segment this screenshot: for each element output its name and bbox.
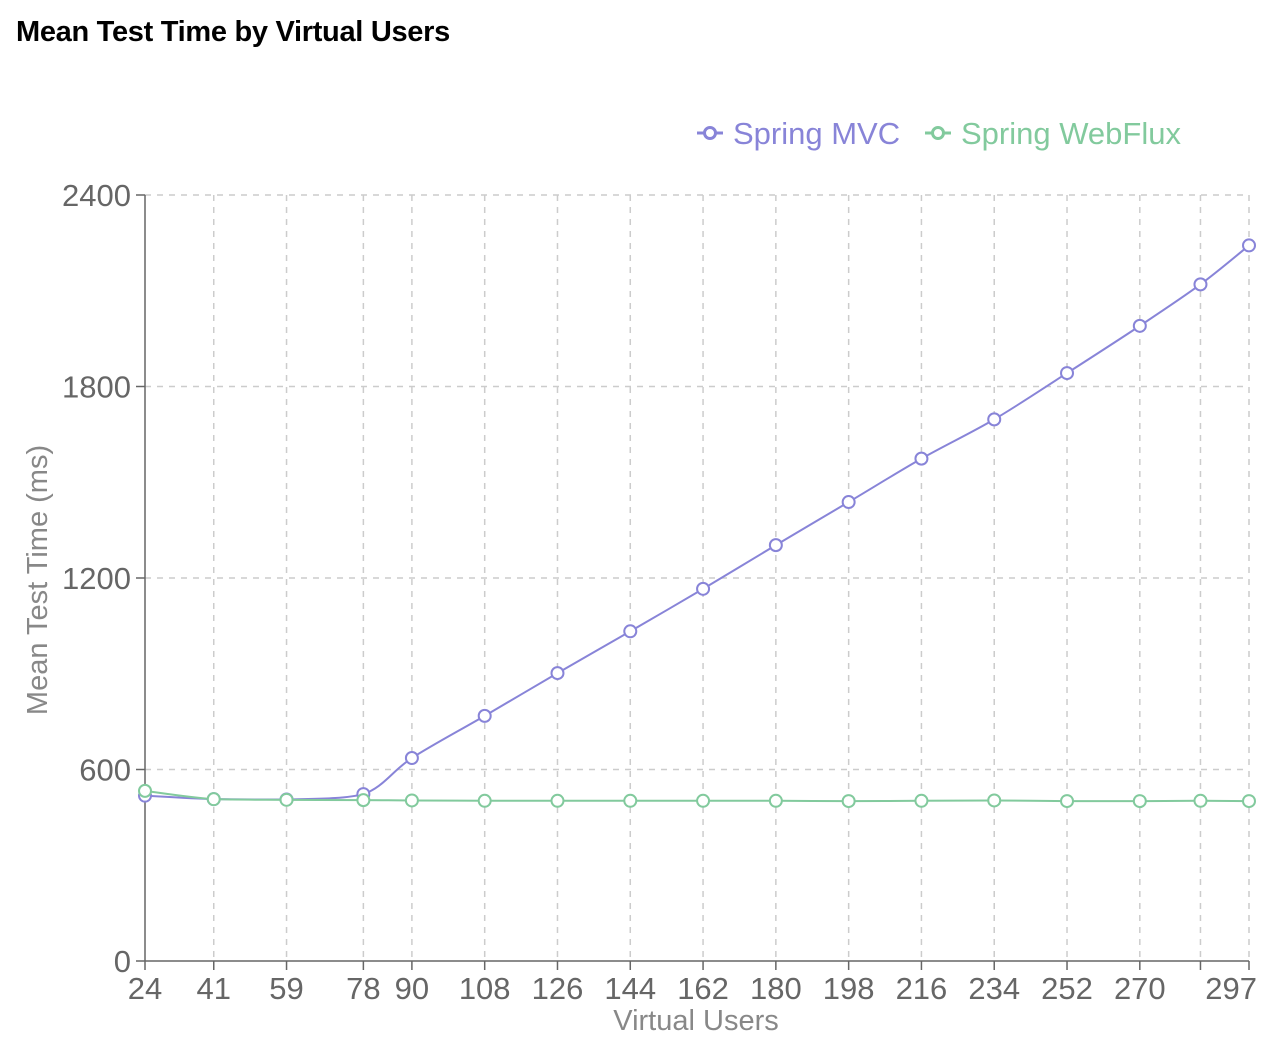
x-tick-label: 162	[677, 971, 729, 1006]
legend-dot-spring-mvc	[703, 126, 717, 140]
legend[interactable]: Spring MVC Spring WebFlux	[697, 116, 1181, 151]
x-tick-label: 24	[128, 971, 162, 1006]
data-point-spring-webflux	[1193, 793, 1208, 808]
data-point-spring-webflux	[914, 793, 929, 808]
data-point-spring-webflux	[206, 792, 221, 807]
data-point-spring-mvc	[841, 495, 856, 510]
data-point-spring-mvc	[1193, 277, 1208, 292]
x-tick-label: 59	[269, 971, 303, 1006]
x-tick-label: 270	[1114, 971, 1166, 1006]
data-point-spring-webflux	[550, 793, 565, 808]
data-point-spring-mvc	[914, 451, 929, 466]
y-tick-label: 1800	[62, 370, 131, 405]
data-point-spring-webflux	[768, 793, 783, 808]
x-tick-label: 234	[968, 971, 1020, 1006]
x-tick-label: 198	[823, 971, 875, 1006]
data-point-spring-mvc	[404, 751, 419, 766]
x-tick-label: 126	[532, 971, 584, 1006]
data-point-spring-webflux	[279, 792, 294, 807]
data-point-spring-mvc	[477, 708, 492, 723]
y-tick-label: 600	[79, 753, 131, 788]
data-point-spring-webflux	[696, 793, 711, 808]
x-tick-label: 180	[750, 971, 802, 1006]
data-point-spring-webflux	[138, 783, 152, 798]
data-point-spring-webflux	[477, 793, 492, 808]
legend-label-spring-mvc: Spring MVC	[733, 116, 900, 151]
data-point-spring-mvc	[987, 412, 1002, 427]
x-tick-label: 297	[1205, 971, 1257, 1006]
x-tick-label: 78	[346, 971, 380, 1006]
x-axis-title: Virtual Users	[613, 1005, 778, 1037]
x-tick-label: 41	[197, 971, 231, 1006]
series-lines	[138, 238, 1256, 809]
legend-item-spring-mvc[interactable]: Spring MVC	[697, 116, 900, 151]
y-tick-label: 0	[114, 944, 131, 979]
data-point-spring-webflux	[1132, 794, 1147, 809]
data-point-spring-webflux	[1060, 794, 1075, 809]
data-point-spring-mvc	[1060, 366, 1075, 381]
x-tick-label: 108	[459, 971, 511, 1006]
data-point-spring-mvc	[550, 666, 565, 681]
x-tick-label: 216	[896, 971, 948, 1006]
x-tick-label: 144	[604, 971, 656, 1006]
x-tick-label: 252	[1041, 971, 1093, 1006]
data-point-spring-webflux	[356, 793, 371, 808]
y-tick-label: 2400	[62, 178, 131, 213]
y-tick-label: 1200	[62, 561, 131, 596]
legend-label-spring-webflux: Spring WebFlux	[961, 116, 1181, 151]
legend-item-spring-webflux[interactable]: Spring WebFlux	[925, 116, 1181, 151]
y-axis-title: Mean Test Time (ms)	[22, 445, 54, 715]
data-point-spring-webflux	[623, 793, 638, 808]
data-point-spring-webflux	[404, 793, 419, 808]
data-point-spring-mvc	[696, 581, 711, 596]
data-point-spring-mvc	[1132, 318, 1147, 333]
axes: 0 600 1200 1800 2400 24 41 59 78 90 108 126 144 162 18…	[62, 178, 1257, 1006]
grid-lines	[145, 194, 1250, 961]
data-point-spring-webflux	[987, 793, 1002, 808]
data-point-spring-webflux	[841, 794, 856, 809]
data-point-spring-mvc	[768, 538, 783, 553]
x-tick-label: 90	[395, 971, 429, 1006]
data-point-spring-webflux	[1242, 794, 1256, 809]
data-point-spring-mvc	[623, 624, 638, 639]
series-line-spring-mvc	[144, 244, 1250, 801]
legend-dot-spring-webflux	[931, 126, 945, 140]
chart-title: Mean Test Time by Virtual Users	[16, 16, 450, 48]
data-point-spring-mvc	[1242, 238, 1256, 253]
